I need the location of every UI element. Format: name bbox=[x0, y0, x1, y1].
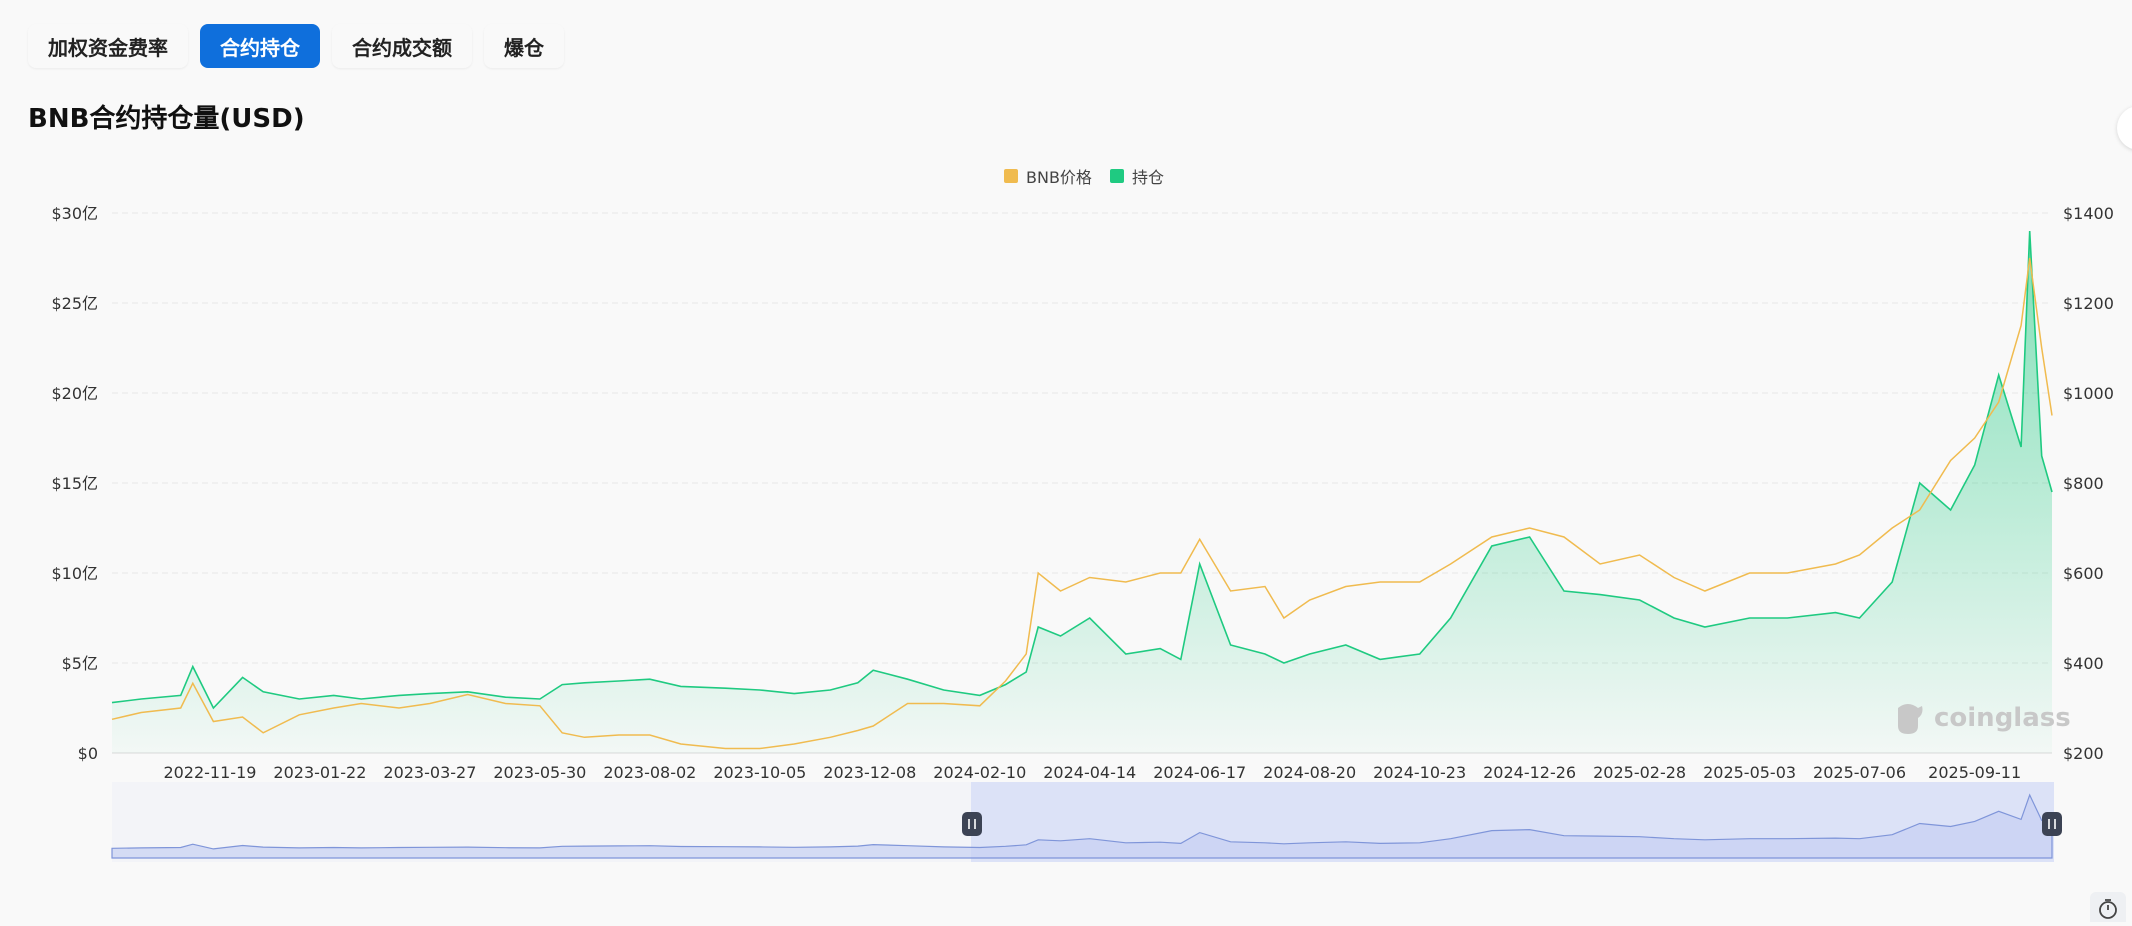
x-tick-label: 2025-02-28 bbox=[1593, 763, 1686, 782]
x-tick-label: 2024-12-26 bbox=[1483, 763, 1576, 782]
tab-funding-rate[interactable]: 加权资金费率 bbox=[28, 24, 188, 68]
oi-area bbox=[112, 231, 2052, 753]
coinglass-logo-icon bbox=[1898, 704, 1923, 734]
price-series-line bbox=[111, 257, 2053, 750]
y-left-tick-label: $25亿 bbox=[51, 294, 98, 313]
navigator-handle-left[interactable] bbox=[962, 812, 982, 836]
tab-liquidation[interactable]: 爆仓 bbox=[484, 24, 564, 68]
navigator-series-area bbox=[111, 793, 2053, 859]
x-tick-label: 2024-02-10 bbox=[933, 763, 1026, 782]
legend-item-oi[interactable]: 持仓 bbox=[1109, 164, 1164, 188]
navigator-handle-right[interactable] bbox=[2042, 812, 2062, 836]
chart-title: BNB合约持仓量(USD) bbox=[28, 104, 305, 134]
x-tick-label: 2024-06-17 bbox=[1153, 763, 1246, 782]
x-tick-label: 2024-08-20 bbox=[1263, 763, 1356, 782]
y-right-tick-label: $800 bbox=[2063, 474, 2104, 493]
legend-item-price[interactable]: BNB价格 bbox=[1004, 164, 1092, 188]
x-tick-label: 2025-07-06 bbox=[1813, 763, 1906, 782]
y-right-tick-label: $1400 bbox=[2063, 204, 2114, 223]
y-left-tick-label: $15亿 bbox=[51, 474, 98, 493]
y-left-tick-label: $5亿 bbox=[62, 654, 98, 673]
x-tick-label: 2022-11-19 bbox=[163, 763, 256, 782]
x-tick-label: 2024-10-23 bbox=[1373, 763, 1466, 782]
x-tick-label: 2023-03-27 bbox=[383, 763, 476, 782]
y-left-tick-label: $10亿 bbox=[51, 564, 98, 583]
y-right-tick-label: $600 bbox=[2063, 564, 2104, 583]
x-tick-label: 2025-09-11 bbox=[1928, 763, 2021, 782]
y-right-tick-label: $200 bbox=[2063, 744, 2104, 763]
x-tick-label: 2023-01-22 bbox=[273, 763, 366, 782]
tab-bar: 加权资金费率 合约持仓 合约成交额 爆仓 bbox=[28, 24, 564, 68]
x-tick-label: 2023-08-02 bbox=[603, 763, 696, 782]
tab-open-interest[interactable]: 合约持仓 bbox=[200, 24, 320, 68]
x-tick-label: 2023-12-08 bbox=[823, 763, 916, 782]
legend-label-oi: 持仓 bbox=[1131, 168, 1164, 187]
legend-swatch-oi bbox=[1109, 169, 1124, 183]
range-navigator[interactable] bbox=[111, 782, 2062, 862]
y-axis-left: $0 $5亿 $10亿 $15亿 $20亿 $25亿 $30亿 bbox=[51, 204, 98, 763]
watermark: coinglass bbox=[1898, 703, 2071, 734]
y-axis-right: $200 $400 $600 $800 $1000 $1200 $1400 bbox=[2063, 204, 2114, 763]
x-axis: 2022-11-19 2023-01-22 2023-03-27 2023-05-30… bbox=[163, 763, 2021, 782]
timer-button[interactable] bbox=[2090, 892, 2126, 922]
x-tick-label: 2023-05-30 bbox=[493, 763, 586, 782]
timer-icon bbox=[2099, 899, 2117, 919]
grid-lines bbox=[112, 212, 2052, 754]
x-tick-label: 2024-04-14 bbox=[1043, 763, 1136, 782]
chart-legend: BNB价格 持仓 bbox=[1004, 164, 1164, 188]
side-float-button[interactable] bbox=[2117, 106, 2132, 150]
legend-label-price: BNB价格 bbox=[1026, 168, 1092, 187]
legend-swatch-price bbox=[1004, 169, 1018, 183]
pause-handle-icon bbox=[2048, 819, 2056, 829]
oi-series-line bbox=[111, 230, 2053, 710]
y-right-tick-label: $400 bbox=[2063, 654, 2104, 673]
y-right-tick-label: $1200 bbox=[2063, 294, 2114, 313]
x-tick-label: 2023-10-05 bbox=[713, 763, 806, 782]
x-tick-label: 2025-05-03 bbox=[1703, 763, 1796, 782]
pause-handle-icon bbox=[968, 819, 976, 829]
y-left-tick-label: $20亿 bbox=[51, 384, 98, 403]
y-right-tick-label: $1000 bbox=[2063, 384, 2114, 403]
y-left-tick-label: $30亿 bbox=[51, 204, 98, 223]
tab-volume[interactable]: 合约成交额 bbox=[332, 24, 472, 68]
watermark-text: coinglass bbox=[1934, 703, 2071, 733]
y-left-tick-label: $0 bbox=[78, 744, 98, 763]
